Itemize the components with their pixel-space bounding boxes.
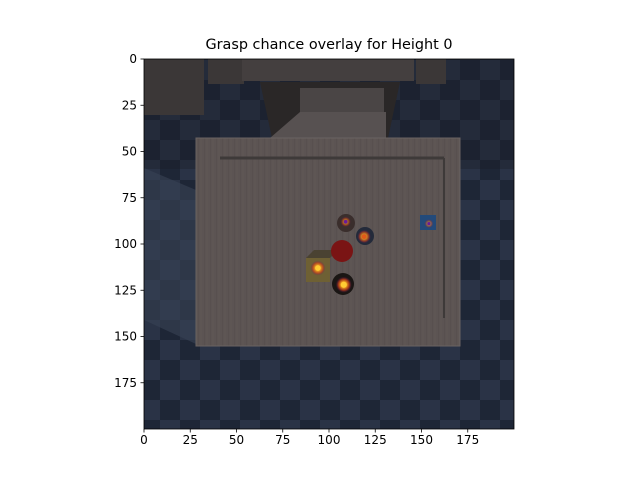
shelf-block-2 <box>416 59 446 84</box>
shelf-block-1 <box>208 59 244 84</box>
y-axis: 0 25 50 75 100 125 150 175 <box>114 52 144 390</box>
grasp-hotspot-core <box>343 219 348 224</box>
y-tick-label: 150 <box>114 330 137 344</box>
y-tick-label: 175 <box>114 376 137 390</box>
grasp-hotspots <box>310 216 434 293</box>
x-tick-label: 75 <box>275 433 290 447</box>
y-tick-label: 125 <box>114 283 137 297</box>
floor-light <box>144 168 196 344</box>
y-tick-label: 100 <box>114 237 137 251</box>
x-axis: 0 25 50 75 100 125 150 175 <box>140 429 479 447</box>
grasp-hotspot-core <box>340 281 347 288</box>
table-surface <box>195 137 461 347</box>
grasp-hotspot-core <box>361 234 367 240</box>
x-tick-label: 100 <box>318 433 341 447</box>
x-tick-label: 150 <box>410 433 433 447</box>
plot-image <box>144 59 514 429</box>
y-tick-label: 0 <box>129 52 137 66</box>
x-tick-label: 125 <box>364 433 387 447</box>
x-tick-label: 0 <box>140 433 148 447</box>
grasp-hotspot-core <box>427 222 431 226</box>
shelf-box-top <box>270 112 386 138</box>
shelf-left <box>144 59 204 115</box>
x-tick-label: 25 <box>183 433 198 447</box>
grasp-hotspot-core <box>315 265 321 271</box>
x-tick-label: 50 <box>229 433 244 447</box>
chart-title: Grasp chance overlay for Height 0 <box>205 37 452 53</box>
object-ball-red <box>331 240 353 262</box>
x-tick-label: 175 <box>456 433 479 447</box>
shelf-top <box>242 59 414 81</box>
y-tick-label: 50 <box>122 145 137 159</box>
y-tick-label: 25 <box>122 98 137 112</box>
y-tick-label: 75 <box>122 191 137 205</box>
